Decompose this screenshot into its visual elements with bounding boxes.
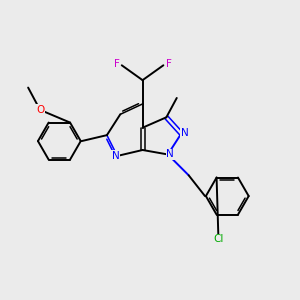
Text: Cl: Cl	[213, 234, 224, 244]
Text: O: O	[36, 105, 44, 115]
Text: N: N	[181, 128, 189, 138]
Text: F: F	[113, 59, 119, 69]
Text: F: F	[166, 59, 172, 69]
Text: N: N	[166, 149, 174, 160]
Text: N: N	[112, 151, 120, 161]
